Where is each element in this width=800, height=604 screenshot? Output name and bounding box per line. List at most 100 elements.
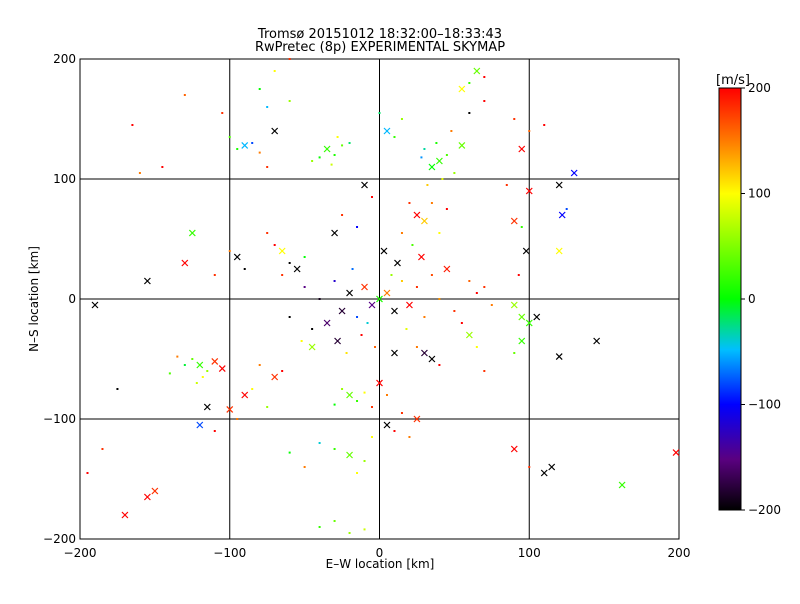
data-point-dot bbox=[176, 355, 179, 358]
data-point-dot bbox=[363, 528, 366, 531]
data-point-cross bbox=[533, 313, 541, 321]
data-point-dot bbox=[341, 388, 344, 390]
data-point-dot bbox=[333, 448, 336, 450]
data-point-dot bbox=[390, 274, 393, 276]
data-point-cross bbox=[525, 187, 533, 195]
data-point-cross bbox=[510, 301, 518, 309]
data-point-dot bbox=[236, 148, 239, 150]
data-point-cross bbox=[383, 127, 391, 135]
data-point-cross bbox=[458, 141, 466, 149]
data-point-cross bbox=[151, 487, 159, 495]
data-point-cross bbox=[510, 217, 518, 225]
data-point-dot bbox=[438, 364, 441, 366]
data-point-dot bbox=[483, 370, 486, 372]
data-point-dot bbox=[288, 316, 291, 318]
data-point-dot bbox=[348, 142, 351, 144]
data-point-cross bbox=[121, 511, 129, 519]
data-point-cross bbox=[196, 421, 204, 429]
data-point-dot bbox=[318, 298, 321, 300]
data-point-cross bbox=[593, 337, 601, 345]
data-point-dot bbox=[330, 163, 333, 166]
data-point-dot bbox=[201, 376, 204, 378]
data-point-cross bbox=[548, 463, 556, 471]
data-point-cross bbox=[226, 405, 234, 413]
data-point-dot bbox=[565, 208, 568, 210]
data-point-dot bbox=[356, 226, 359, 228]
data-point-cross bbox=[346, 451, 353, 459]
y-axis-ticks: −200 −100 0 100 200 bbox=[43, 52, 76, 546]
data-point-cross bbox=[181, 259, 189, 267]
data-point-dot bbox=[345, 352, 348, 354]
data-point-cross bbox=[555, 247, 563, 255]
data-point-cross bbox=[518, 337, 526, 345]
data-point-dot bbox=[393, 136, 396, 138]
colorbar-tick-label: −100 bbox=[748, 398, 781, 412]
data-point-dot bbox=[318, 156, 321, 159]
data-point-dot bbox=[191, 358, 194, 360]
data-point-dot bbox=[517, 274, 520, 276]
data-point-dot bbox=[430, 202, 433, 204]
data-point-dot bbox=[101, 448, 104, 450]
data-point-dot bbox=[336, 136, 339, 138]
data-point-cross bbox=[203, 403, 211, 411]
data-point-cross bbox=[518, 313, 526, 321]
data-point-cross bbox=[413, 211, 421, 219]
data-point-dot bbox=[460, 322, 463, 324]
data-point-dot bbox=[430, 274, 433, 276]
data-point-dot bbox=[366, 322, 369, 324]
data-point-dot bbox=[228, 136, 231, 138]
data-point-dot bbox=[543, 124, 546, 126]
y-tick-label: 0 bbox=[68, 292, 76, 306]
colorbar-tick-label: 200 bbox=[748, 81, 771, 95]
data-point-dot bbox=[183, 364, 186, 366]
data-point-dot bbox=[453, 310, 456, 312]
data-point-cross bbox=[361, 181, 368, 189]
y-tick-label: 100 bbox=[53, 172, 76, 186]
data-point-dot bbox=[445, 208, 448, 210]
data-point-cross bbox=[241, 141, 249, 149]
y-axis-label: N–S location [km] bbox=[27, 246, 41, 352]
data-point-cross bbox=[383, 421, 391, 429]
data-point-cross bbox=[188, 229, 196, 237]
data-point-dot bbox=[378, 112, 381, 114]
chart-title: Tromsø 20151012 18:32:00–18:33:43 bbox=[257, 27, 502, 42]
chart-subtitle: RwPretec (8p) EXPERIMENTAL SKYMAP bbox=[255, 40, 505, 55]
data-point-dot bbox=[371, 406, 374, 408]
data-point-dot bbox=[356, 316, 359, 318]
data-point-cross bbox=[558, 211, 566, 219]
data-point-cross bbox=[361, 283, 368, 291]
data-point-dot bbox=[400, 232, 403, 234]
data-point-dot bbox=[426, 184, 429, 186]
data-point-dot bbox=[273, 70, 276, 72]
x-tick-label: 100 bbox=[518, 546, 541, 560]
data-point-cross bbox=[391, 349, 398, 357]
data-point-dot bbox=[131, 124, 134, 126]
data-point-dot bbox=[303, 256, 306, 258]
data-point-dot bbox=[400, 280, 403, 282]
data-point-cross bbox=[522, 247, 530, 255]
data-point-dot bbox=[513, 352, 516, 354]
data-point-dot bbox=[300, 340, 303, 342]
data-point-dot bbox=[318, 526, 321, 528]
data-point-dot bbox=[408, 436, 411, 438]
data-point-dot bbox=[281, 370, 284, 372]
colorbar-tick-label: −200 bbox=[748, 503, 781, 517]
data-point-cross bbox=[271, 127, 279, 135]
data-point-dot bbox=[288, 451, 291, 454]
data-point-dot bbox=[303, 286, 306, 288]
data-point-cross bbox=[418, 253, 425, 261]
data-point-cross bbox=[271, 373, 279, 381]
data-point-dot bbox=[468, 82, 471, 84]
data-point-cross bbox=[143, 493, 151, 501]
data-point-dot bbox=[356, 472, 359, 474]
data-point-dot bbox=[356, 400, 359, 402]
data-point-cross bbox=[618, 481, 626, 489]
data-point-dot bbox=[251, 388, 254, 390]
data-point-cross bbox=[570, 169, 578, 177]
data-point-dot bbox=[411, 244, 414, 246]
data-point-dot bbox=[423, 148, 426, 150]
data-point-cross bbox=[518, 145, 526, 153]
data-point-dot bbox=[528, 130, 531, 132]
